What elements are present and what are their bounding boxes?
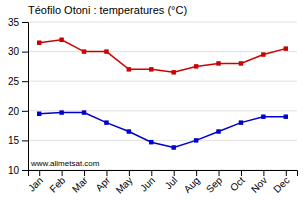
tick: Sep	[204, 170, 225, 195]
tick-label: 20	[8, 106, 20, 117]
tick-label: Oct	[228, 174, 247, 193]
tick: Apr	[93, 170, 112, 193]
tick-label: Feb	[47, 174, 67, 194]
marker	[261, 114, 265, 118]
marker	[104, 120, 108, 124]
axis-line	[29, 171, 298, 177]
tick: 10	[8, 165, 28, 176]
chart: JanFebMarAprMayJun JulAugSepOctNovDec 10 15…	[0, 0, 305, 200]
tick-label: Sep	[204, 174, 225, 195]
tick-label: Aug	[182, 175, 202, 195]
y-axis: 10 15 20 25 30 35	[8, 17, 29, 176]
marker	[127, 67, 131, 71]
axis-line	[22, 23, 29, 171]
marker	[239, 120, 243, 124]
tick: 25	[8, 76, 28, 87]
tick: Aug	[182, 170, 202, 195]
grid-line	[28, 81, 297, 82]
tick-label: Jan	[26, 175, 45, 194]
grid-line	[28, 140, 297, 141]
marker	[239, 61, 243, 65]
marker	[171, 70, 175, 74]
tick: 15	[8, 135, 28, 146]
tick-label: Mar	[70, 174, 90, 194]
tick-mark	[22, 22, 28, 23]
marker	[171, 145, 175, 149]
marker	[261, 52, 265, 56]
tick-label: Jul	[163, 175, 180, 192]
tick-mark	[196, 170, 197, 176]
annotation: www.allmetsat.com	[30, 159, 100, 168]
marker	[82, 110, 86, 114]
chart-container: JanFebMarAprMayJun JulAugSepOctNovDec 10 15…	[0, 0, 305, 200]
tick: Jun	[138, 170, 157, 194]
tick: May	[114, 170, 135, 196]
tick: Jul	[163, 170, 180, 191]
tick-mark	[39, 170, 40, 176]
marker	[149, 140, 153, 144]
tick-mark	[174, 170, 175, 176]
grid-line	[28, 110, 297, 111]
tick-mark	[22, 52, 28, 53]
marker	[194, 64, 198, 68]
tick: 35	[8, 17, 28, 28]
tick: 30	[8, 46, 28, 57]
tick: Mar	[70, 170, 90, 195]
tick-label: Jun	[138, 175, 157, 194]
tick: Nov	[249, 170, 269, 195]
series	[37, 38, 288, 75]
grid-line	[28, 51, 297, 52]
marker	[127, 129, 131, 133]
tick-label: 10	[8, 165, 20, 176]
x-axis: JanFebMarAprMayJun JulAugSepOctNovDec	[26, 170, 298, 196]
tick: Dec	[271, 170, 291, 195]
marker	[37, 40, 41, 44]
line	[39, 113, 286, 148]
tick: Jan	[26, 170, 45, 194]
tick-label: Apr	[93, 174, 112, 193]
tick-mark	[106, 170, 107, 176]
tick-label: 30	[8, 46, 20, 57]
tick-mark	[62, 170, 63, 176]
line	[39, 40, 286, 73]
tick-mark	[286, 170, 287, 176]
marker	[284, 114, 288, 118]
marker	[59, 110, 63, 114]
marker	[216, 61, 220, 65]
tick-mark	[22, 170, 28, 171]
tick-label: May	[114, 175, 135, 196]
marker	[149, 67, 153, 71]
series-group	[37, 38, 288, 150]
tick-mark	[22, 111, 28, 112]
tick-mark	[22, 81, 28, 82]
tick-mark	[22, 140, 28, 141]
tick-label: 35	[8, 17, 20, 28]
tick-label: 25	[8, 76, 20, 87]
tick: Feb	[47, 170, 67, 195]
tick: Oct	[228, 170, 247, 193]
marker	[194, 138, 198, 142]
tick-label: Nov	[249, 175, 269, 195]
tick-mark	[241, 170, 242, 176]
series	[37, 110, 288, 149]
marker	[216, 129, 220, 133]
tick-label: Dec	[271, 175, 291, 195]
marker	[82, 49, 86, 53]
marker	[59, 38, 63, 42]
tick-mark	[151, 170, 152, 176]
tick-mark	[129, 170, 130, 176]
marker	[37, 112, 41, 116]
grid	[28, 22, 297, 170]
marker	[284, 46, 288, 50]
tick-mark	[263, 170, 264, 176]
tick-mark	[84, 170, 85, 176]
tick-label: 15	[8, 135, 20, 146]
title: Téofilo Otoni : temperatures (°C)	[28, 4, 187, 16]
plot-area: JanFebMarAprMayJun JulAugSepOctNovDec 10 15…	[8, 17, 298, 196]
tick-mark	[219, 170, 220, 176]
tick: 20	[8, 106, 28, 117]
marker	[104, 49, 108, 53]
grid-line	[28, 22, 297, 23]
